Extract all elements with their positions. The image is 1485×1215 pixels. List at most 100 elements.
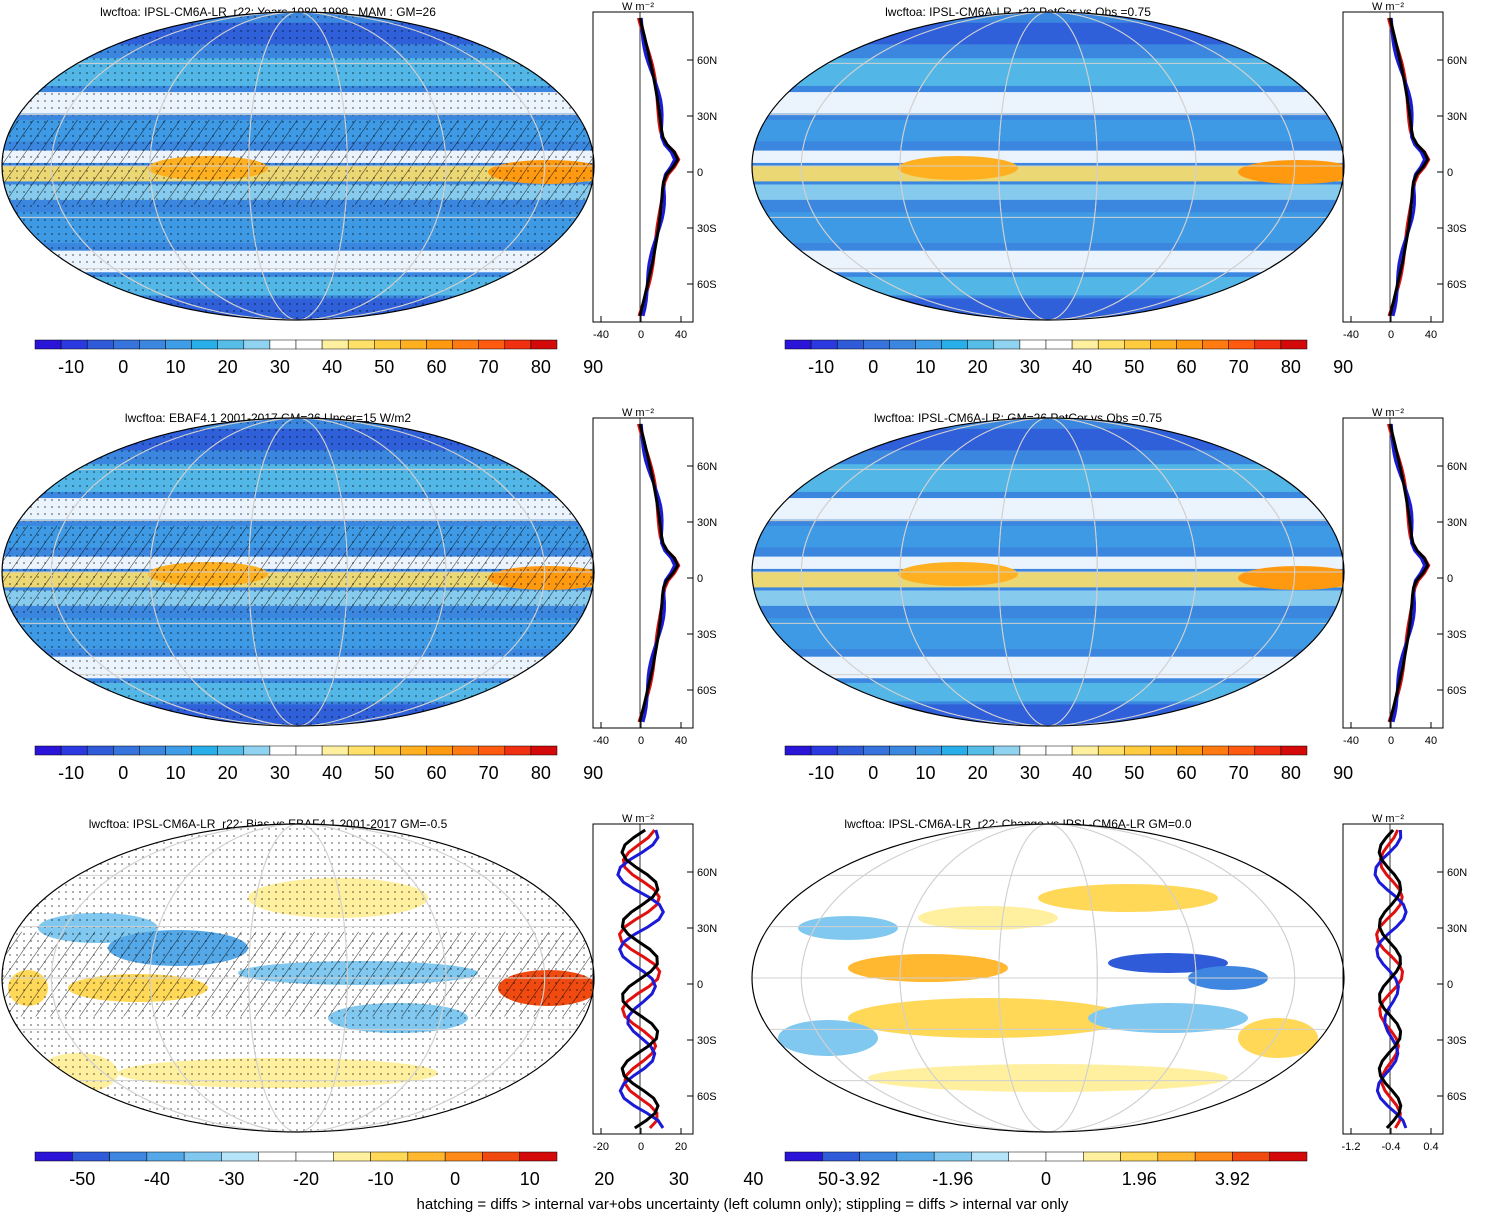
colorbar-label: 1.96 [1122,1169,1157,1189]
colorbar-swatch [836,339,864,350]
colorbar-swatch [1254,745,1282,756]
colorbar-label: 0 [868,763,878,783]
colorbar-label: 10 [915,357,935,377]
colorbar-swatch [1232,1151,1270,1162]
colorbar-swatch [519,1151,558,1162]
colorbar-swatch [971,1151,1009,1162]
colorbar-swatch [915,339,942,350]
colorbar-label: 50 [1124,357,1144,377]
graticule-meridian [50,824,546,1132]
colorbar-swatch [217,745,245,756]
colorbar-label: 80 [1281,763,1301,783]
colorbar-swatch [1045,339,1073,350]
colorbar-swatch [243,745,271,756]
zonal-lat-label: 60S [1447,279,1467,291]
colorbar-label: 60 [1176,357,1196,377]
colorbar-swatch [333,1151,371,1162]
colorbar-swatch [34,339,62,350]
colorbar-label: 0 [118,763,128,783]
anomaly-region [1108,953,1228,973]
zonal-x-label: 0 [638,1141,644,1153]
anomaly-region [798,916,898,940]
colorbar-swatch [1269,1151,1308,1162]
colorbar-swatch [113,745,140,756]
zonal-lat-label: 60N [697,55,717,67]
zonal-lat-label: 60N [1447,867,1467,879]
colorbar-swatch [863,745,890,756]
zonal-x-label: 40 [1425,329,1437,341]
colorbar-label: 0 [118,357,128,377]
colorbar-swatch [1150,745,1177,756]
zonal-unit: W m⁻² [622,407,654,419]
zonal-unit: W m⁻² [1372,1,1404,13]
anomaly-region [1238,1018,1318,1058]
colorbar-swatch [504,745,532,756]
colorbar-label: 40 [322,763,342,783]
colorbar-swatch [1019,745,1047,756]
colorbar-swatch [72,1151,110,1162]
zonal-lat-label: 0 [1447,167,1453,179]
colorbar-swatch [1008,1151,1047,1162]
colorbar-swatch [258,1151,297,1162]
amazon-anomaly [1238,566,1344,590]
colorbar-swatch [1228,339,1256,350]
colorbar-swatch [86,339,114,350]
colorbar-swatch [993,339,1021,350]
colorbar-label: -10 [808,357,834,377]
map-area [2,824,594,1132]
colorbar-label: 90 [583,357,603,377]
colorbar-swatch [889,339,916,350]
map-band [752,682,1344,702]
colorbar-swatch [478,339,506,350]
colorbar-label: 0 [450,1169,460,1189]
colorbar-swatch [400,745,427,756]
colorbar-swatch [452,745,479,756]
colorbar-swatch [444,1151,483,1162]
map-band [752,119,1344,142]
colorbar-label: -40 [144,1169,170,1189]
zonal-curve [620,828,660,1130]
colorbar-swatch [967,339,995,350]
map-band [752,250,1344,273]
zonal-unit: W m⁻² [1372,813,1404,825]
colorbar-label: 30 [1020,357,1040,377]
zonal-lat-label: 0 [697,167,703,179]
graticule-meridian [998,12,1098,320]
zonal-lat-label: 60S [697,1091,717,1103]
zonal-mean-plot: W m⁻² -40 0 40 60N 30N 0 30S 60S [1342,1,1467,341]
colorbar-label: 90 [583,763,603,783]
colorbar-label: 0 [868,357,878,377]
map-area [752,824,1344,1132]
zonal-lat-label: 0 [1447,979,1453,991]
zonal-lat-label: 60S [697,685,717,697]
zonal-mean-plot: W m⁻² -1.2 -0.4 0.4 60N 30N 0 30S 60S [1342,813,1468,1153]
map-band [752,298,1344,320]
zonal-unit: W m⁻² [622,1,654,13]
zonal-mean-plot: W m⁻² -40 0 40 60N 30N 0 30S 60S [1342,407,1467,747]
colorbar-swatch [452,339,479,350]
zonal-lat-label: 60N [697,461,717,473]
anomaly-region [918,906,1058,930]
colorbar-swatch [1124,745,1151,756]
zonal-lat-label: 30S [697,1035,717,1047]
colorbar-label: 70 [1229,763,1249,783]
map-band [752,590,1344,606]
zonal-lat-label: 30N [1447,923,1467,935]
colorbar-swatch [165,745,192,756]
colorbar-swatch [1228,745,1256,756]
anomaly-region [1088,1003,1248,1033]
colorbar-swatch [1202,339,1229,350]
graticule-meridian [800,418,1296,726]
graticule-meridian [248,418,348,726]
zonal-x-label: -40 [1343,329,1359,341]
colorbar-swatch [1045,1151,1084,1162]
colorbar-swatch [60,745,88,756]
colorbar-swatch [784,339,812,350]
zonal-x-label: -40 [593,329,609,341]
anomaly-region [848,998,1128,1038]
zonal-curve [1377,828,1403,1130]
zonal-lat-label: 0 [1447,573,1453,585]
colorbar-swatch [863,339,890,350]
colorbar-label: 50 [1124,763,1144,783]
colorbar-swatch [374,745,401,756]
